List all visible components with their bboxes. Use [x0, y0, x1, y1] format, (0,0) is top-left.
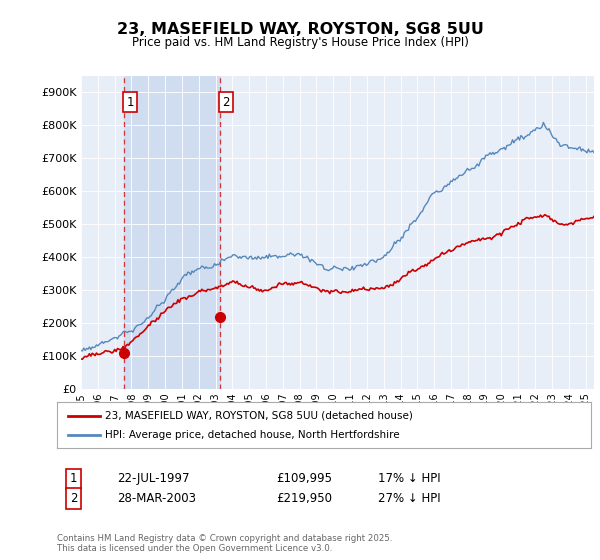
Text: Price paid vs. HM Land Registry's House Price Index (HPI): Price paid vs. HM Land Registry's House … [131, 36, 469, 49]
Bar [124, 76, 220, 389]
Text: £219,950: £219,950 [276, 492, 332, 505]
Text: 23, MASEFIELD WAY, ROYSTON, SG8 5UU: 23, MASEFIELD WAY, ROYSTON, SG8 5UU [116, 22, 484, 38]
Text: 17% ↓ HPI: 17% ↓ HPI [378, 472, 440, 486]
Text: 27% ↓ HPI: 27% ↓ HPI [378, 492, 440, 505]
Text: 23, MASEFIELD WAY, ROYSTON, SG8 5UU (detached house): 23, MASEFIELD WAY, ROYSTON, SG8 5UU (det… [105, 411, 413, 421]
Text: HPI: Average price, detached house, North Hertfordshire: HPI: Average price, detached house, Nort… [105, 430, 400, 440]
Text: 2: 2 [70, 492, 77, 505]
Text: £109,995: £109,995 [276, 472, 332, 486]
Text: 1: 1 [127, 96, 134, 109]
Text: 2: 2 [222, 96, 230, 109]
Text: 1: 1 [70, 472, 77, 486]
Text: 28-MAR-2003: 28-MAR-2003 [117, 492, 196, 505]
Text: Contains HM Land Registry data © Crown copyright and database right 2025.
This d: Contains HM Land Registry data © Crown c… [57, 534, 392, 553]
Text: 22-JUL-1997: 22-JUL-1997 [117, 472, 190, 486]
